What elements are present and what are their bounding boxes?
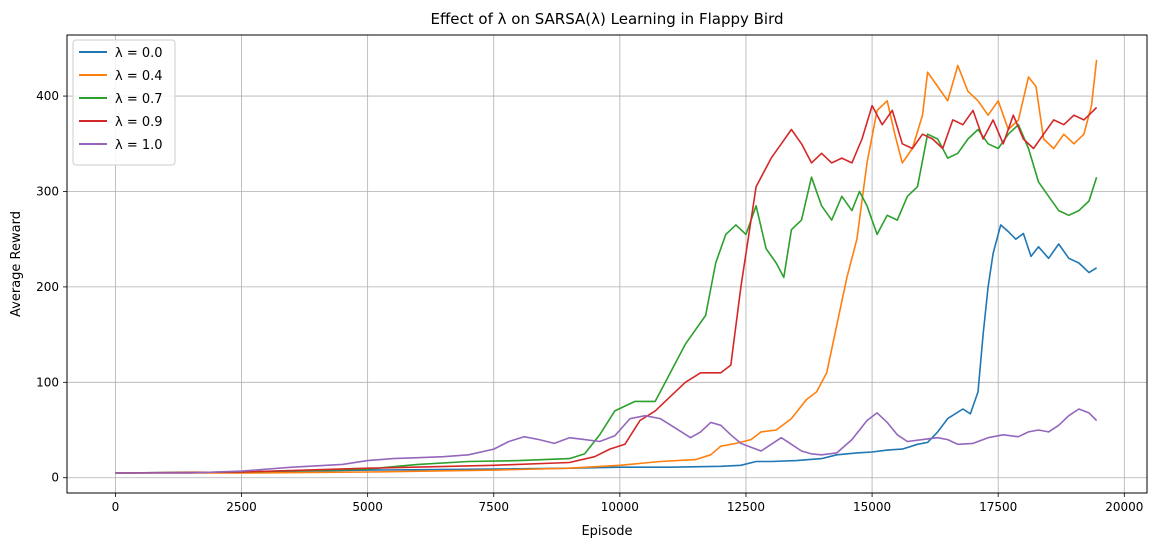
series-line-2 (115, 123, 1098, 474)
x-tick-label: 5000 (352, 500, 383, 514)
grid (67, 35, 1147, 493)
legend: λ = 0.0 λ = 0.4 λ = 0.7 λ = 0.9 λ = 1.0 (72, 39, 176, 166)
x-tick-label: 12500 (727, 500, 765, 514)
series-line-3 (115, 104, 1098, 474)
x-tick-label: 20000 (1105, 500, 1143, 514)
y-tick-label: 400 (36, 89, 59, 103)
x-tick-label: 17500 (979, 500, 1017, 514)
y-axis-label: Average Reward (9, 211, 24, 317)
series-line-1 (115, 59, 1098, 474)
y-tick-label: 100 (36, 375, 59, 389)
series-line-0 (115, 224, 1098, 474)
series-line-4 (115, 408, 1098, 474)
y-tick-label: 0 (51, 471, 59, 485)
chart-title: Effect of λ on SARSA(λ) Learning in Flap… (430, 10, 783, 28)
y-tick-label: 300 (36, 184, 59, 198)
series-lines (115, 59, 1098, 474)
x-tick-label: 0 (112, 500, 120, 514)
legend-label-3: λ = 0.9 (115, 115, 163, 130)
plot-frame (66, 34, 1148, 494)
legend-label-0: λ = 0.0 (115, 46, 163, 61)
legend-box (72, 39, 176, 166)
x-tick-label: 10000 (601, 500, 639, 514)
x-tick-label: 7500 (478, 500, 509, 514)
x-tick-label: 2500 (226, 500, 257, 514)
legend-label-2: λ = 0.7 (115, 92, 163, 107)
legend-label-1: λ = 0.4 (115, 69, 163, 84)
x-tick-label: 15000 (853, 500, 891, 514)
x-axis-label: Episode (581, 524, 632, 539)
axis-ticks: 0 2500 5000 7500 10000 12500 15000 17500 20000 0 1… (36, 89, 1143, 514)
y-tick-label: 200 (36, 280, 59, 294)
legend-label-4: λ = 1.0 (115, 138, 163, 153)
